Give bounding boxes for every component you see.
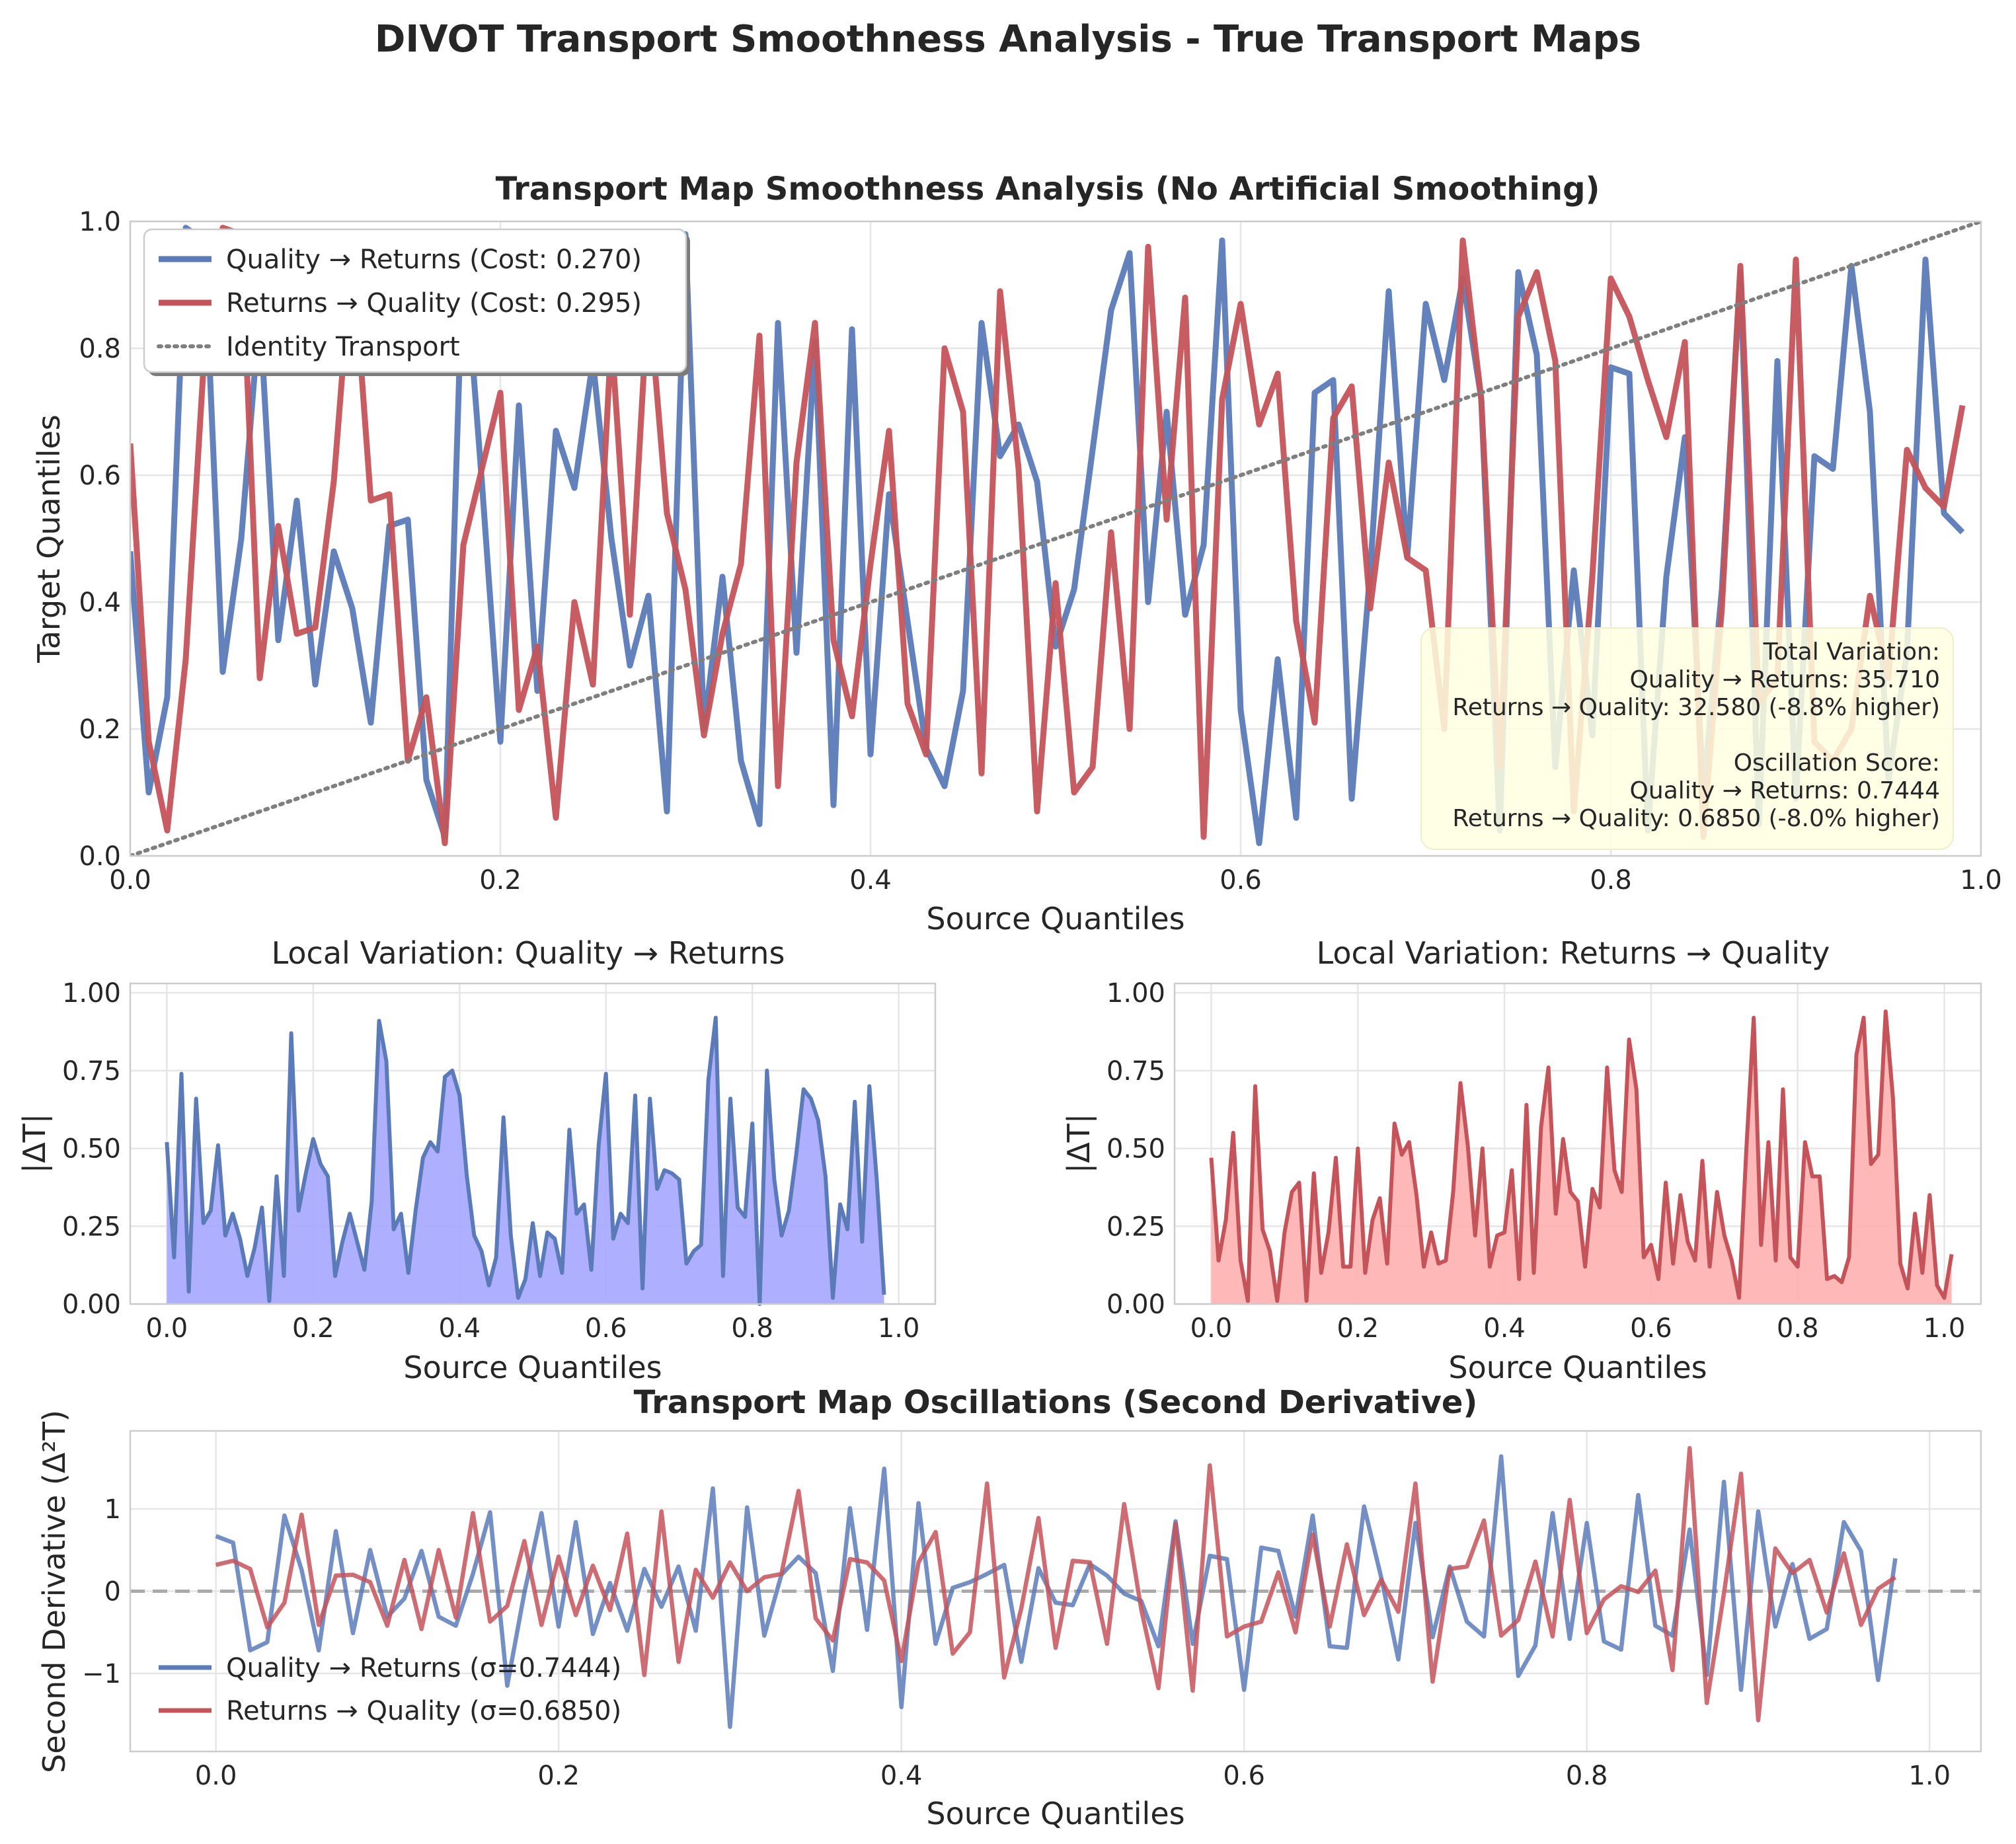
- annotation-line-7: Returns → Quality: 0.6850 (-8.0% higher): [1452, 805, 1940, 832]
- sd-y-tick-label: 0: [104, 1577, 121, 1607]
- local-variation-qr-panel: Local Variation: Quality → Returns 0.0 0.…: [17, 935, 937, 1385]
- sd-y-tick-label: 1: [104, 1494, 121, 1525]
- lrq-x-tick-label: 0.4: [1483, 1313, 1526, 1344]
- main-y-tick-label: 1.0: [79, 207, 121, 237]
- main-x-axis-label: Source Quantiles: [926, 901, 1184, 937]
- lqr-x-tick-label: 0.6: [585, 1313, 627, 1344]
- local-rq-title: Local Variation: Returns → Quality: [1317, 935, 1830, 971]
- annotation-line-5: Oscillation Score:: [1734, 749, 1940, 777]
- lqr-line: [165, 1015, 886, 1306]
- main-x-tick-label: 1.0: [1960, 865, 2002, 896]
- lqr-y-tick-label: 1.00: [62, 978, 121, 1009]
- local-rq-series: [1209, 1009, 1954, 1304]
- local-qr-y-ticks: 0.00 0.25 0.50 0.75 1.00: [62, 978, 121, 1320]
- lqr-y-tick-label: 0.75: [62, 1056, 121, 1087]
- lrq-x-tick-label: 0.8: [1777, 1313, 1819, 1344]
- lrq-x-tick-label: 0.0: [1190, 1313, 1233, 1344]
- local-qr-plot-frame: [129, 982, 937, 1305]
- main-x-ticks: 0.0 0.2 0.4 0.6 0.8 1.0: [109, 865, 2002, 896]
- lrq-y-tick-label: 0.00: [1106, 1289, 1165, 1320]
- lrq-x-tick-label: 1.0: [1923, 1313, 1966, 1344]
- local-qr-title: Local Variation: Quality → Returns: [272, 935, 785, 971]
- lqr-x-tick-label: 0.0: [146, 1313, 188, 1344]
- main-x-tick-label: 0.8: [1590, 865, 1632, 896]
- local-qr-y-axis-label: |ΔT|: [17, 1114, 53, 1174]
- local-variation-rq-panel: Local Variation: Returns → Quality 0.0 0.…: [1061, 935, 1982, 1385]
- sd-x-tick-label: 0.6: [1223, 1761, 1265, 1791]
- local-qr-x-ticks: 0.0 0.2 0.4 0.6 0.8 1.0: [146, 1313, 920, 1344]
- second-derivative-y-ticks: −1 0 1: [82, 1494, 121, 1689]
- annotation-line-2: Quality → Returns: 35.710: [1630, 666, 1940, 693]
- annotation-line-1: Total Variation:: [1763, 638, 1940, 666]
- main-x-tick-label: 0.4: [849, 865, 892, 896]
- lrq-x-tick-label: 0.2: [1337, 1313, 1379, 1344]
- second-derivative-legend: Quality → Returns (σ=0.7444) Returns → Q…: [159, 1653, 621, 1726]
- main-annotation: Total Variation: Quality → Returns: 35.7…: [1420, 627, 1954, 850]
- main-x-tick-label: 0.0: [109, 865, 151, 896]
- main-legend-label-rq: Returns → Quality (Cost: 0.295): [226, 288, 642, 319]
- lrq-y-tick-label: 0.25: [1106, 1211, 1165, 1242]
- lrq-x-tick-label: 0.6: [1630, 1313, 1672, 1344]
- second-derivative-series: [130, 1445, 1981, 1729]
- main-legend-box: [143, 228, 687, 373]
- lrq-y-tick-label: 0.50: [1106, 1134, 1165, 1165]
- sd-x-tick-label: 0.0: [195, 1761, 237, 1791]
- lrq-line: [1209, 1009, 1954, 1303]
- main-y-ticks: 0.0 0.2 0.4 0.6 0.8 1.0: [79, 207, 121, 872]
- second-derivative-title: Transport Map Oscillations (Second Deriv…: [634, 1384, 1478, 1421]
- lqr-y-tick-label: 0.50: [62, 1134, 121, 1165]
- main-y-axis-label: Target Quantiles: [31, 414, 67, 664]
- local-qr-x-axis-label: Source Quantiles: [403, 1350, 662, 1385]
- lqr-x-tick-label: 0.2: [292, 1313, 334, 1344]
- local-rq-x-axis-label: Source Quantiles: [1448, 1350, 1707, 1385]
- local-rq-y-axis-label: |ΔT|: [1061, 1114, 1097, 1174]
- second-derivative-x-ticks: 0.0 0.2 0.4 0.6 0.8 1.0: [195, 1761, 1951, 1791]
- main-y-tick-label: 0.6: [79, 461, 121, 491]
- sd-x-tick-label: 0.8: [1566, 1761, 1608, 1791]
- sd-x-tick-label: 0.4: [880, 1761, 923, 1791]
- local-rq-y-ticks: 0.00 0.25 0.50 0.75 1.00: [1106, 978, 1165, 1320]
- main-legend-label-identity: Identity Transport: [226, 332, 460, 362]
- local-rq-plot-frame: [1173, 982, 1982, 1305]
- second-derivative-panel: Transport Map Oscillations (Second Deriv…: [36, 1384, 1982, 1831]
- lrq-area-fill: [1211, 1011, 1952, 1304]
- annotation-line-3: Returns → Quality: 32.580 (-8.8% higher): [1452, 694, 1940, 721]
- sd-legend-label-rq: Returns → Quality (σ=0.6850): [226, 1696, 621, 1726]
- sd-x-tick-label: 0.2: [537, 1761, 580, 1791]
- main-x-tick-label: 0.6: [1220, 865, 1262, 896]
- main-y-tick-label: 0.0: [79, 841, 121, 872]
- annotation-box: [1420, 627, 1954, 850]
- main-plot-frame: [129, 220, 1982, 857]
- main-series-identity: [130, 221, 1981, 856]
- lqr-x-tick-label: 0.8: [731, 1313, 773, 1344]
- second-derivative-y-axis-label: Second Derivative (Δ²T): [36, 1410, 72, 1773]
- main-x-tick-label: 0.2: [479, 865, 522, 896]
- main-legend: Quality → Returns (Cost: 0.270) Returns …: [143, 228, 690, 376]
- second-derivative-x-axis-label: Source Quantiles: [926, 1796, 1184, 1831]
- annotation-line-6: Quality → Returns: 0.7444: [1630, 777, 1940, 804]
- main-series-returns-quality: [130, 225, 1966, 847]
- lqr-y-tick-label: 0.00: [62, 1289, 121, 1320]
- main-panel-title: Transport Map Smoothness Analysis (No Ar…: [496, 171, 1600, 208]
- local-qr-series: [165, 1015, 886, 1306]
- main-panel: Transport Map Smoothness Analysis (No Ar…: [31, 171, 2002, 937]
- sd-y-tick-label: −1: [82, 1659, 121, 1689]
- second-derivative-plot-frame: [129, 1430, 1982, 1753]
- local-rq-x-ticks: 0.0 0.2 0.4 0.6 0.8 1.0: [1190, 1313, 1966, 1344]
- lqr-x-tick-label: 1.0: [878, 1313, 920, 1344]
- main-legend-label-qr: Quality → Returns (Cost: 0.270): [226, 245, 642, 275]
- figure-title: DIVOT Transport Smoothness Analysis - Tr…: [375, 18, 1641, 61]
- main-y-tick-label: 0.8: [79, 334, 121, 364]
- sd-series-returns-quality: [215, 1445, 1897, 1722]
- sd-legend-label-qr: Quality → Returns (σ=0.7444): [226, 1653, 621, 1683]
- main-y-tick-label: 0.2: [79, 714, 121, 745]
- sd-series-quality-returns: [215, 1454, 1898, 1729]
- lqr-y-tick-label: 0.25: [62, 1211, 121, 1242]
- main-y-tick-label: 0.4: [79, 588, 121, 618]
- lrq-y-tick-label: 1.00: [1106, 978, 1165, 1009]
- lqr-x-tick-label: 0.4: [438, 1313, 481, 1344]
- lrq-y-tick-label: 0.75: [1106, 1056, 1165, 1087]
- sd-x-tick-label: 1.0: [1908, 1761, 1951, 1791]
